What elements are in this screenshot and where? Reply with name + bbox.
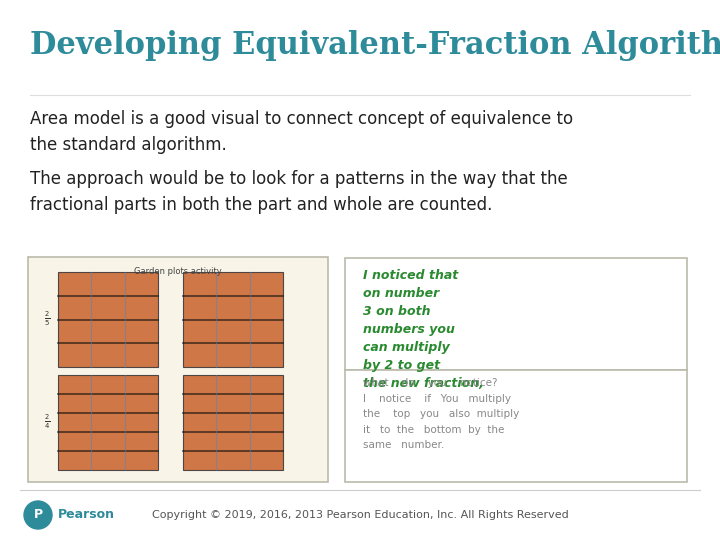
Bar [183, 272, 283, 367]
Text: P: P [33, 509, 42, 522]
Text: $\frac{2}{5}$: $\frac{2}{5}$ [44, 310, 50, 328]
Text: Area model is a good visual to connect concept of equivalence to
the standard al: Area model is a good visual to connect c… [30, 110, 573, 154]
Text: The approach would be to look for a patterns in the way that the
fractional part: The approach would be to look for a patt… [30, 170, 568, 214]
Bar [58, 375, 158, 470]
Circle shape [24, 501, 52, 529]
Bar [183, 375, 283, 470]
Text: Copyright © 2019, 2016, 2013 Pearson Education, Inc. All Rights Reserved: Copyright © 2019, 2016, 2013 Pearson Edu… [152, 510, 568, 520]
FancyBboxPatch shape [345, 370, 687, 482]
FancyBboxPatch shape [345, 258, 687, 370]
Text: Pearson: Pearson [58, 509, 115, 522]
Text: I noticed that
on number
3 on both
numbers you
can multiply
by 2 to get
the new : I noticed that on number 3 on both numbe… [363, 269, 484, 390]
Text: Developing Equivalent-Fraction Algorithm: Developing Equivalent-Fraction Algorithm [30, 30, 720, 61]
Text: $\frac{2}{4}$: $\frac{2}{4}$ [44, 413, 50, 431]
Bar [58, 272, 158, 367]
Text: Garden plots activity: Garden plots activity [134, 267, 222, 276]
FancyBboxPatch shape [28, 257, 328, 482]
Text: what    do    you    notice?
I    notice    if   You   multiply
the    top   you: what do you notice? I notice if You mult… [363, 378, 519, 450]
